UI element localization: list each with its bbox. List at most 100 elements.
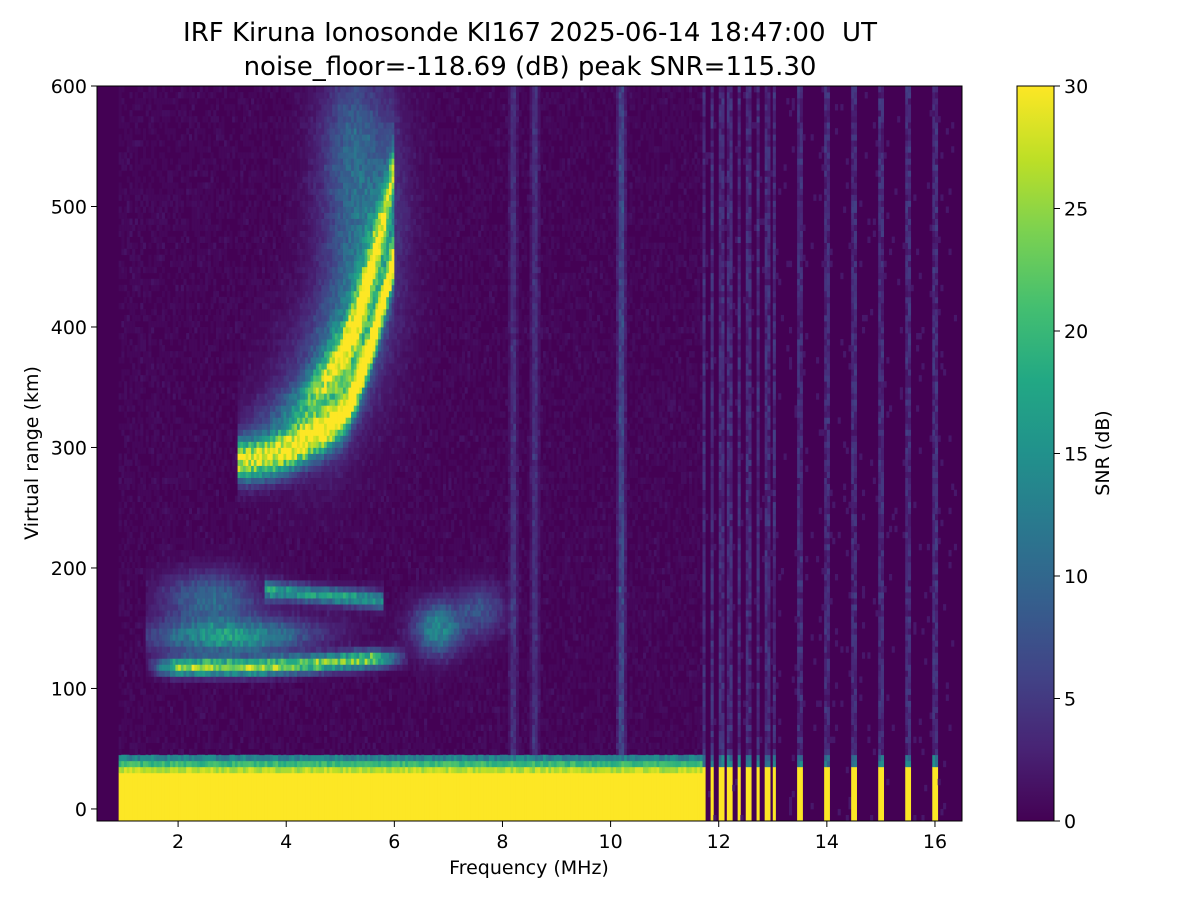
heatmap-cell: [159, 748, 163, 756]
heatmap-cell: [151, 616, 155, 623]
heatmap-cell: [183, 700, 187, 726]
heatmap-cell: [286, 369, 290, 376]
heatmap-cell: [199, 200, 203, 207]
heatmap-cell: [302, 586, 306, 593]
heatmap-cell: [264, 320, 268, 328]
heatmap-cell: [161, 423, 165, 430]
heatmap-cell: [137, 670, 141, 677]
heatmap-cell: [313, 658, 317, 665]
heatmap-cell: [237, 423, 241, 430]
heatmap-cell: [286, 477, 290, 485]
heatmap-cell: [313, 351, 317, 358]
heatmap-cell: [205, 772, 209, 822]
heatmap-cell: [124, 152, 128, 159]
heatmap-cell: [291, 128, 295, 135]
heatmap-cell: [272, 676, 276, 683]
heatmap-cell: [186, 634, 190, 641]
heatmap-cell: [302, 128, 306, 171]
heatmap-cell: [202, 128, 206, 141]
heatmap-cell: [167, 688, 171, 695]
heatmap-cell: [245, 483, 249, 491]
heatmap-cell: [297, 86, 301, 93]
heatmap-cell: [245, 302, 249, 310]
heatmap-cell: [315, 116, 320, 123]
heatmap-cell: [159, 640, 163, 647]
heatmap-cell: [302, 411, 306, 418]
heatmap-cell: [142, 604, 147, 611]
heatmap-cell: [248, 507, 252, 515]
heatmap-cell: [297, 104, 301, 117]
heatmap-cell: [264, 423, 268, 430]
heatmap-cell: [324, 314, 328, 322]
heatmap-cell: [294, 387, 298, 394]
heatmap-cell: [240, 320, 244, 328]
heatmap-cell: [202, 561, 206, 569]
heatmap-cell: [156, 471, 160, 485]
heatmap-cell: [161, 507, 165, 515]
heatmap-cell: [305, 393, 309, 400]
heatmap-cell: [215, 573, 220, 581]
heatmap-cell: [224, 459, 228, 466]
heatmap-cell: [151, 284, 155, 292]
heatmap-cell: [321, 369, 325, 376]
heatmap-cell: [245, 664, 249, 671]
heatmap-cell: [251, 435, 255, 442]
heatmap-cell: [310, 393, 314, 400]
heatmap-cell: [278, 567, 282, 575]
heatmap-cell: [299, 254, 303, 268]
heatmap-cell: [315, 501, 320, 509]
heatmap-cell: [307, 146, 311, 153]
heatmap-cell: [324, 658, 328, 665]
heatmap-cell: [156, 567, 160, 575]
heatmap-cell: [275, 339, 279, 346]
heatmap-cell: [180, 580, 184, 587]
heatmap-cell: [264, 501, 268, 533]
heatmap-cell: [291, 682, 295, 689]
heatmap-cell: [197, 513, 201, 521]
heatmap-cell: [142, 333, 147, 340]
heatmap-cell: [164, 194, 168, 201]
heatmap-cell: [283, 381, 287, 388]
heatmap-cell: [280, 616, 284, 623]
heatmap-cell: [213, 387, 217, 394]
heatmap-cell: [202, 345, 206, 352]
heatmap-cell: [126, 176, 130, 183]
heatmap-cell: [259, 567, 263, 575]
heatmap-cell: [172, 411, 176, 424]
heatmap-cell: [305, 284, 309, 292]
heatmap-cell: [161, 537, 165, 551]
heatmap-cell: [248, 116, 252, 129]
heatmap-cell: [283, 573, 287, 581]
heatmap-cell: [159, 730, 163, 738]
heatmap-cell: [326, 483, 330, 491]
heatmap-cell: [256, 441, 260, 448]
heatmap-cell: [321, 766, 325, 774]
heatmap-cell: [291, 483, 295, 491]
heatmap-cell: [270, 483, 274, 491]
heatmap-cell: [213, 471, 217, 485]
heatmap-cell: [145, 537, 149, 545]
heatmap-cell: [121, 549, 125, 557]
heatmap-cell: [307, 724, 311, 732]
heatmap-cell: [156, 483, 160, 491]
heatmap-cell: [137, 411, 141, 424]
heatmap-cell: [318, 646, 322, 653]
heatmap-cell: [283, 477, 287, 485]
heatmap-cell: [237, 604, 241, 611]
heatmap-cell: [232, 459, 236, 466]
heatmap-cell: [267, 549, 271, 557]
heatmap-cell: [280, 399, 284, 406]
heatmap-cell: [213, 561, 217, 569]
heatmap-cell: [313, 694, 317, 707]
heatmap-cell: [159, 453, 163, 460]
heatmap-cell: [191, 694, 195, 707]
heatmap-cell: [286, 459, 290, 466]
heatmap-cell: [324, 598, 328, 605]
heatmap-cell: [215, 128, 220, 135]
heatmap-cell: [240, 772, 244, 822]
heatmap-cell: [142, 224, 147, 231]
heatmap-cell: [321, 242, 325, 256]
heatmap-cell: [164, 507, 168, 515]
heatmap-cell: [318, 664, 322, 671]
heatmap-cell: [307, 604, 311, 611]
